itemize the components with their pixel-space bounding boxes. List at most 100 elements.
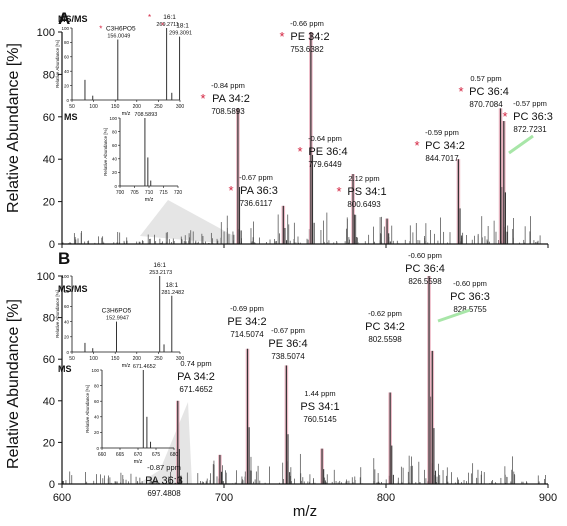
peak-name: PS 34:1 [300,401,339,413]
inset-y-tick-label: 0 [66,98,69,103]
peak-name: PC 36:4 [405,263,445,275]
y-axis-label: Relative Abundance [%] [5,43,22,213]
peak-name: PA 34:2 [177,371,215,383]
inset-y-tick-label: 40 [112,157,118,162]
inset-x-tick-label: 300 [176,356,185,362]
inset-y-tick-label: 60 [64,55,70,60]
peak-mz: 697.4808 [147,489,181,498]
peak-annotation: 0.57 ppm PC 36:4 * 870.7084 [458,74,508,109]
inset-x-tick-label: 50 [69,356,75,362]
spectrum-panel-b: B Relative Abundance [%] 0.74 ppm PA 34:2 67… [5,249,557,520]
inset-y-tick-label: 0 [114,184,117,189]
inset-y-label: Relative Abundance [%] [55,40,60,88]
peak-name: PC 36:4 [469,86,509,98]
inset-y-tick-label: 20 [112,170,118,175]
inset-x-label: m/z [122,111,131,117]
noise-peaks [62,212,541,244]
inset-title: MS/MS [58,284,88,294]
peak-mz: 844.7017 [425,154,459,163]
inset-x-tick-label: 665 [116,452,125,458]
inset-callout-wedge [140,200,234,244]
peak-ppm: 2.12 ppm [348,174,379,183]
inset-peak-value: 253.2173 [149,270,172,276]
peak-name: PA 36:3 [145,475,183,487]
inset-x-tick-label: 150 [111,356,120,362]
peak-name: PC 36:3 [450,291,490,303]
inset-y-tick-label: 80 [64,40,70,45]
inset-y-tick-label: 40 [94,415,100,420]
peak-mz: 760.5145 [303,415,337,424]
y-tick-label: 80 [43,313,55,325]
inset-y-tick-label: 100 [61,26,69,31]
star-marker: * [279,29,284,44]
peak-name: PA 34:2 [212,93,250,105]
panel-label: B [58,249,70,268]
inset-x-tick-label: 720 [174,190,183,196]
peak-ppm: -0.64 ppm [308,134,342,143]
inset-msms: MS/MS 0 20 40 60 80 100 50 100 150 200 250 300 m/z Rel… [55,262,184,369]
panel-label: A [58,9,70,28]
peak-annotation: 1.44 ppm PS 34:1 760.5145 [300,389,339,424]
inset-y-label: Relative Abundance [%] [55,290,60,338]
inset-y-tick-label: 60 [64,304,70,309]
peak-ppm: 0.57 ppm [470,74,501,83]
peak-mz: 714.5074 [230,330,264,339]
label-leader-line [437,308,471,323]
peak-annotation: -0.62 ppm PC 34:2 802.5598 [365,309,405,344]
inset-peak-label: C3H6PO5 [102,308,132,315]
x-tick-label: 600 [53,492,71,504]
peak-mz: 736.6117 [240,199,273,208]
peak-ppm: 1.44 ppm [304,389,335,398]
star-marker: * [148,13,151,22]
peak-mz: 779.6449 [308,160,342,169]
inset-ms: MS 0 20 40 60 80 100 660 665 670 675 680 m/z Relative… [58,364,178,465]
inset-x-tick-label: 250 [154,104,163,110]
inset-peak-value: 671.4652 [133,364,156,370]
inset-x-tick-label: 50 [69,104,75,110]
inset-peak-value: 269.2711 [156,22,179,28]
inset-ms: MS 0 20 40 60 80 100 700 705 710 715 720 m/z Relative… [64,112,182,203]
inset-peak-value: 156.0049 [107,34,130,40]
inset-y-tick-label: 100 [61,274,69,279]
peak-annotation: -0.60 ppm PC 36:3 828.5755 [450,279,490,314]
peak-name: PA 36:3 [240,185,278,197]
y-tick-label: 60 [43,112,55,124]
inset-x-tick-label: 150 [111,104,120,110]
peak-annotation: -0.87 ppm PA 36:3 697.4808 [145,463,183,498]
inset-x-tick-label: 670 [134,452,143,458]
inset-y-tick-label: 100 [91,368,99,373]
inset-x-tick-label: 660 [98,452,107,458]
inset-y-tick-label: 60 [112,143,118,148]
inset-y-tick-label: 40 [64,69,70,74]
peak-annotation: -0.59 ppm PC 34:2 * 844.7017 [414,128,464,163]
peak-annotation: -0.67 ppm PA 36:3 * 736.6117 [228,173,277,208]
inset-x-tick-label: 100 [89,356,98,362]
peak-name: PE 36:4 [308,146,347,158]
peak-annotation: -0.60 ppm PC 36:4 826.5598 [405,251,445,286]
y-tick-label: 60 [43,354,55,366]
x-tick-label: 700 [215,492,233,504]
peak-annotation: -0.57 ppm PC 36:3 * 872.7231 [502,99,552,134]
inset-x-label: m/z [122,363,131,369]
star-marker: * [336,184,341,199]
peak-ppm: -0.62 ppm [368,309,402,318]
peak-ppm: -0.60 ppm [408,251,442,260]
star-marker: * [99,25,102,34]
inset-y-label: Relative Abundance [%] [85,385,90,433]
inset-title: MS/MS [58,14,88,24]
peak-ppm: -0.59 ppm [425,128,459,137]
inset-peak-label: 18:1 [176,23,189,30]
peak-name: PE 34:2 [290,31,329,43]
inset-peak-label: 16:1 [153,262,166,269]
peak-name: PE 34:2 [227,316,266,328]
inset-x-tick-label: 200 [133,104,142,110]
y-tick-label: 0 [49,479,55,491]
star-marker: * [200,91,205,106]
inset-x-tick-label: 705 [130,190,139,196]
spectrum-panel-a: A Relative Abundance [%] -0.84 ppm PA 34:2 *… [5,9,553,251]
star-marker: * [161,22,164,31]
inset-x-tick-label: 300 [176,104,185,110]
peak-ppm: -0.87 ppm [147,463,181,472]
label-leader-line [508,134,534,155]
